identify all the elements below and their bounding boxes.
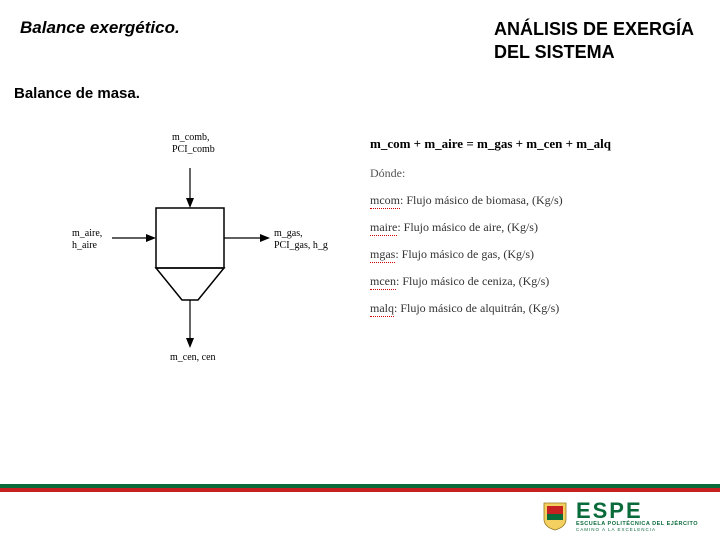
def-var: mcom <box>370 193 400 209</box>
content-row: m_comb, PCI_comb m_aire, h_aire m_gas, P… <box>0 102 720 385</box>
where-label: Dónde: <box>370 166 690 181</box>
title-right-line2: DEL SISTEMA <box>494 42 615 62</box>
shield-icon <box>542 501 568 531</box>
main-equation: m_com + m_aire = m_gas + m_cen + m_alq <box>370 136 690 152</box>
definition-row: mcen: Flujo másico de ceniza, (Kg/s) <box>370 274 690 289</box>
title-right-line1: ANÁLISIS DE EXERGÍA <box>494 19 694 39</box>
diagram-right-label: m_gas, PCI_gas, h_g <box>274 228 328 251</box>
def-text: : Flujo másico de alquitrán, (Kg/s) <box>394 301 559 315</box>
def-text: : Flujo másico de aire, (Kg/s) <box>397 220 538 234</box>
def-var: mcen <box>370 274 396 290</box>
def-text: : Flujo másico de ceniza, (Kg/s) <box>396 274 549 288</box>
definition-row: maire: Flujo másico de aire, (Kg/s) <box>370 220 690 235</box>
def-text: : Flujo másico de biomasa, (Kg/s) <box>400 193 563 207</box>
espe-letters: ESPE <box>576 500 698 522</box>
subtitle: Balance de masa. <box>0 63 720 102</box>
header: Balance exergético. ANÁLISIS DE EXERGÍA … <box>0 0 720 63</box>
def-var: mgas <box>370 247 395 263</box>
title-right: ANÁLISIS DE EXERGÍA DEL SISTEMA <box>494 18 694 63</box>
left-label-l1: m_aire, <box>72 228 102 239</box>
definition-row: mcom: Flujo másico de biomasa, (Kg/s) <box>370 193 690 208</box>
diagram-top-label: m_comb, PCI_comb <box>172 132 215 155</box>
right-label-l1: m_gas, <box>274 228 303 239</box>
title-left: Balance exergético. <box>20 18 180 63</box>
espe-logo: ESPE ESCUELA POLITÉCNICA DEL EJÉRCITO CA… <box>542 500 698 532</box>
diagram-area: m_comb, PCI_comb m_aire, h_aire m_gas, P… <box>70 130 330 385</box>
espe-subtitle2: CAMINO A LA EXCELENCIA <box>576 528 698 533</box>
bottom-label: m_cen, cen <box>170 352 216 363</box>
def-var: maire <box>370 220 397 236</box>
diagram-bottom-label: m_cen, cen <box>170 352 216 364</box>
right-label-l2: PCI_gas, h_g <box>274 240 328 251</box>
top-label-l2: PCI_comb <box>172 144 215 155</box>
definition-row: mgas: Flujo másico de gas, (Kg/s) <box>370 247 690 262</box>
espe-text: ESPE ESCUELA POLITÉCNICA DEL EJÉRCITO CA… <box>576 500 698 532</box>
left-label-l2: h_aire <box>72 240 97 251</box>
footer-red-bar <box>0 488 720 492</box>
footer-separator <box>0 484 720 492</box>
mass-balance-diagram <box>70 130 330 380</box>
def-text: : Flujo másico de gas, (Kg/s) <box>395 247 534 261</box>
def-var: malq <box>370 301 394 317</box>
diagram-left-label: m_aire, h_aire <box>72 228 102 251</box>
top-label-l1: m_comb, <box>172 132 210 143</box>
equations-area: m_com + m_aire = m_gas + m_cen + m_alq D… <box>370 130 690 385</box>
definition-row: malq: Flujo másico de alquitrán, (Kg/s) <box>370 301 690 316</box>
